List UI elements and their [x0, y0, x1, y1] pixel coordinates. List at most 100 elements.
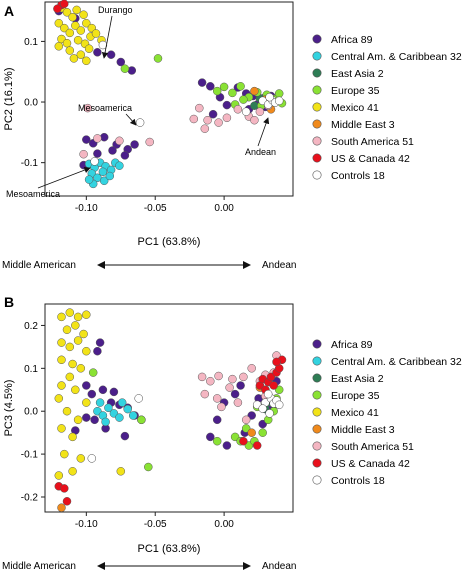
annotation-mesoamerica-lower: Mesoamerica	[6, 189, 60, 199]
data-point-mexico-41	[76, 454, 86, 463]
legend-label: Controls 18	[331, 170, 385, 182]
panel-a-y-tick-label: 0.0	[24, 98, 38, 109]
annotation-mesoamerica-upper-arrow	[125, 113, 137, 126]
panel-b-points	[54, 308, 287, 512]
panel-a-label: A	[4, 3, 14, 19]
data-point-mexico-41	[82, 18, 91, 28]
legend-marker	[312, 68, 322, 78]
data-point-africa-89	[93, 346, 102, 356]
data-point-africa-89	[106, 50, 116, 59]
data-point-south-america-51	[145, 137, 154, 147]
data-point-mexico-41	[73, 35, 83, 45]
data-point-africa-89	[108, 146, 117, 155]
data-point-mexico-41	[68, 359, 77, 369]
annotation-durango-arrow	[101, 15, 113, 59]
data-point-mexico-41	[60, 23, 69, 33]
data-point-middle-east-3	[57, 503, 66, 512]
data-point-mexico-41	[116, 467, 126, 476]
data-point-africa-89	[222, 441, 232, 450]
legend-marker	[312, 424, 322, 434]
panel-b-y-axis-label: PC3 (4.5%)	[3, 380, 15, 437]
data-point-mexico-41	[76, 364, 86, 373]
data-point-central-am-caribbean-32	[84, 175, 94, 184]
data-point-africa-89	[93, 48, 102, 57]
legend-marker	[312, 34, 322, 44]
data-point-africa-89	[197, 78, 207, 87]
legend-marker	[312, 373, 322, 383]
data-point-central-am-caribbean-32	[115, 161, 124, 170]
panel-b-y-tick-label: 0.0	[24, 407, 38, 418]
legend-label: East Asia 2	[331, 68, 384, 80]
data-point-africa-89	[206, 82, 215, 91]
data-point-mexico-41	[68, 12, 77, 22]
legend-label: Europe 35	[331, 390, 380, 402]
data-point-south-america-51	[233, 398, 243, 407]
data-point-controls-18	[87, 454, 97, 463]
data-point-south-america-51	[225, 383, 234, 392]
data-point-central-am-caribbean-32	[101, 417, 110, 427]
data-point-mexico-41	[82, 56, 91, 66]
annotation-durango: Durango	[98, 5, 133, 15]
data-point-mexico-41	[54, 394, 64, 403]
data-point-europe-35	[137, 415, 146, 425]
data-point-south-america-51	[217, 402, 226, 412]
data-point-south-america-51	[214, 118, 223, 127]
data-point-mexico-41	[57, 381, 66, 390]
data-point-africa-89	[230, 389, 240, 399]
annotation-mesoamerica-lower-arrow	[37, 167, 91, 189]
legend-label: Controls 18	[331, 475, 385, 487]
legend-label: US & Canada 42	[331, 458, 410, 470]
data-point-africa-89	[130, 140, 139, 149]
panel-a-plot-frame	[44, 1, 294, 197]
data-point-us-canada-42	[53, 4, 62, 13]
data-point-mexico-41	[65, 308, 75, 317]
data-point-south-america-51	[203, 115, 212, 125]
data-point-europe-35	[258, 428, 267, 437]
data-point-mexico-41	[84, 44, 94, 53]
data-point-mexico-41	[65, 46, 75, 55]
data-point-europe-35	[236, 82, 245, 91]
data-point-central-am-caribbean-32	[115, 413, 124, 422]
data-point-mexico-41	[76, 26, 86, 35]
legend-marker	[312, 119, 322, 129]
data-point-south-america-51	[214, 371, 223, 381]
legend-label: South America 51	[331, 441, 414, 453]
data-point-central-am-caribbean-32	[99, 176, 109, 186]
data-point-central-am-caribbean-32	[98, 167, 108, 177]
data-point-mexico-41	[82, 398, 91, 407]
data-point-south-america-51	[93, 134, 102, 143]
panel-b: B -0.10 -0.05 0.00 0.2 0.1 0.0 -0.1 -0.2 PC1 (6…	[2, 294, 462, 571]
data-point-controls-18	[265, 409, 274, 418]
data-point-central-am-caribbean-32	[123, 404, 132, 414]
data-point-africa-89	[93, 149, 102, 158]
panel-b-ticks: -0.10 -0.05 0.00 0.2 0.1 0.0 -0.1 -0.2	[21, 321, 235, 530]
data-point-mexico-41	[68, 467, 77, 476]
data-point-mexico-41	[73, 336, 83, 345]
data-point-south-america-51	[200, 124, 210, 133]
panel-a-y-tick-label: -0.1	[21, 158, 39, 169]
legend-marker	[312, 475, 322, 485]
panel-b-legend: Africa 89 Central Am. & Caribbean 32 East …	[312, 339, 462, 487]
data-point-mexico-41	[73, 415, 83, 425]
panel-b-plot-frame	[44, 303, 294, 513]
data-point-us-canada-42	[62, 497, 72, 506]
data-point-middle-east-3	[250, 86, 259, 96]
data-point-mexico-41	[57, 424, 66, 433]
data-point-mexico-41	[65, 28, 75, 38]
data-point-europe-35	[239, 95, 248, 104]
legend-marker	[312, 356, 322, 366]
annotation-andean-arrow	[257, 117, 270, 147]
data-point-mexico-41	[73, 312, 83, 322]
data-point-south-america-51	[200, 389, 210, 399]
legend-marker	[312, 458, 322, 468]
legend-label: Middle East 3	[331, 119, 395, 131]
data-point-africa-89	[212, 415, 222, 425]
legend-marker	[312, 153, 322, 163]
data-point-mexico-41	[65, 342, 75, 352]
data-point-europe-35	[88, 368, 98, 377]
data-point-africa-89	[82, 413, 91, 422]
data-point-us-canada-42	[269, 381, 278, 390]
data-point-controls-18	[134, 394, 143, 403]
data-point-controls-18	[263, 389, 273, 399]
